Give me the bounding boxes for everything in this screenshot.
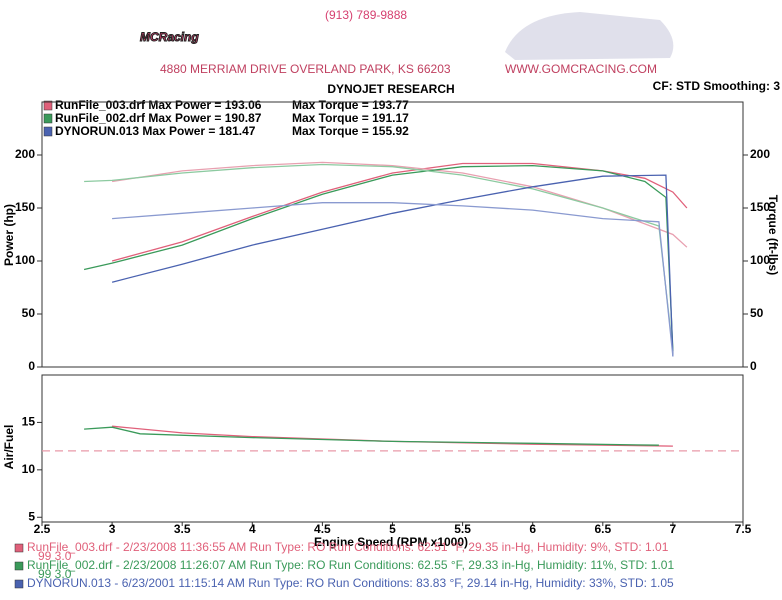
legend-swatch — [43, 126, 53, 137]
y2-tick-label: 50 — [750, 306, 764, 320]
legend-torque: Max Torque = 191.17 — [292, 111, 409, 125]
footer-swatch — [14, 543, 24, 553]
footer-text: DYNORUN.013 - 6/23/2001 11:15:14 AM Run … — [27, 576, 674, 590]
x-tick-label: 7.5 — [735, 522, 752, 536]
x-tick-label: 4 — [249, 522, 256, 536]
footer-text: 99 3.0 — [38, 549, 72, 563]
series-line — [112, 202, 674, 357]
car-image — [505, 12, 674, 60]
y2-axis-label: Torque (ft-lbs) — [766, 195, 780, 275]
legend-label: RunFile_003.drf Max Power = 193.06 — [55, 98, 262, 112]
legend-swatch — [43, 100, 53, 111]
x-tick-label: 5 — [389, 522, 396, 536]
y-tick-label: 10 — [22, 462, 36, 476]
x-tick-label: 5.5 — [454, 522, 471, 536]
x-tick-label: 4.5 — [314, 522, 331, 536]
logo: MCRacing — [140, 30, 199, 44]
legend-swatch — [43, 113, 53, 124]
footer-text: RunFile_003.drf - 2/23/2008 11:36:55 AM … — [27, 540, 669, 554]
y-tick-label: 200 — [15, 147, 35, 161]
y-axis-label: Power (hp) — [2, 204, 16, 266]
website: WWW.GOMCRACING.COM — [505, 62, 657, 76]
y2-tick-label: 0 — [750, 359, 757, 373]
footer-text: 99 3.0 — [38, 567, 72, 581]
series-line — [111, 162, 688, 262]
y-tick-label: 0 — [28, 359, 35, 373]
series-line — [84, 426, 659, 446]
chart-title: DYNOJET RESEARCH — [327, 82, 454, 96]
x-tick-label: 6.5 — [594, 522, 611, 536]
x-tick-label: 7 — [670, 522, 677, 536]
footer-swatch — [14, 579, 24, 589]
y2-tick-label: 150 — [750, 200, 770, 214]
x-tick-label: 2.5 — [34, 522, 51, 536]
x-tick-label: 3 — [109, 522, 116, 536]
settings: CF: STD Smoothing: 3 — [653, 79, 781, 93]
legend-torque: Max Torque = 155.92 — [292, 124, 409, 138]
series-line — [111, 174, 674, 357]
phone: (913) 789-9888 — [325, 8, 407, 22]
plot-frame — [41, 101, 744, 368]
y2-tick-label: 200 — [750, 147, 770, 161]
y-tick-label: 5 — [28, 509, 35, 523]
legend-torque: Max Torque = 193.77 — [292, 98, 409, 112]
y2-tick-label: 100 — [750, 253, 770, 267]
address: 4880 MERRIAM DRIVE OVERLAND PARK, KS 662… — [160, 62, 451, 76]
legend-label: RunFile_002.drf Max Power = 190.87 — [55, 111, 262, 125]
y-axis-label: Air/Fuel — [2, 425, 16, 470]
footer-text: RunFile_002.drf - 2/23/2008 11:26:07 AM … — [27, 558, 674, 572]
series-line — [84, 163, 674, 352]
footer-swatch — [14, 561, 24, 571]
y-tick-label: 100 — [15, 253, 35, 267]
y-tick-label: 15 — [22, 415, 36, 429]
x-tick-label: 6 — [529, 522, 536, 536]
y-tick-label: 50 — [22, 306, 36, 320]
legend-label: DYNORUN.013 Max Power = 181.47 — [55, 124, 256, 138]
y-tick-label: 150 — [15, 200, 35, 214]
x-axis-label: Engine Speed (RPM x1000) — [314, 535, 468, 549]
x-tick-label: 3.5 — [174, 522, 191, 536]
